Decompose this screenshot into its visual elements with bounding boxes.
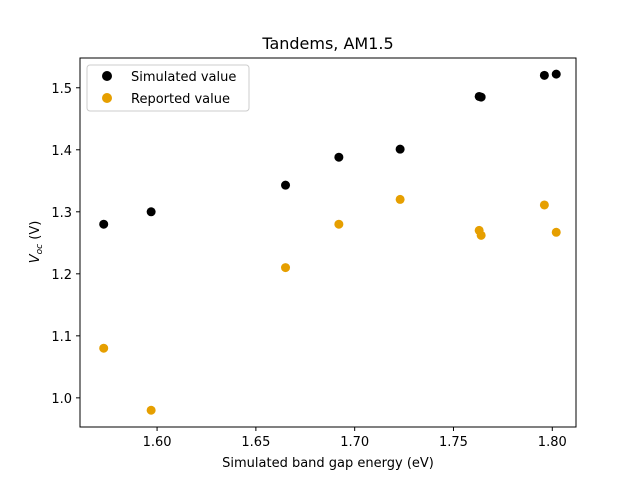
legend-box [86, 64, 250, 112]
plot-area [99, 69, 561, 415]
legend-label-reported: Reported value [131, 92, 230, 107]
y-tick-label: 1.3 [51, 206, 72, 221]
axes-frame [79, 57, 577, 428]
data-point-simulated [146, 207, 156, 217]
data-point-simulated [334, 152, 344, 162]
y-axis-label-main: V [28, 253, 43, 263]
y-axis-label: Voc (V) [28, 221, 45, 264]
legend-label-simulated: Simulated value [131, 70, 236, 85]
data-point-reported [551, 227, 561, 237]
data-point-simulated [551, 69, 561, 79]
data-point-simulated [476, 92, 486, 102]
x-tick-label: 1.80 [538, 435, 567, 450]
chart-title: Tandems, AM1.5 [261, 34, 393, 53]
y-tick-label: 1.2 [51, 268, 72, 283]
data-point-reported [99, 343, 109, 353]
data-point-reported [146, 405, 156, 415]
data-point-reported [334, 219, 344, 229]
x-tick-label: 1.70 [340, 435, 369, 450]
y-tick-label: 1.5 [51, 82, 72, 97]
data-point-simulated [395, 144, 405, 154]
data-point-simulated [99, 219, 109, 229]
legend-marker-reported [102, 93, 112, 103]
data-point-reported [281, 263, 291, 273]
data-point-simulated [539, 70, 549, 80]
series-simulated [99, 69, 561, 229]
legend-marker-simulated [102, 71, 112, 81]
x-tick-label: 1.65 [241, 435, 270, 450]
legend: Simulated value Reported value [86, 64, 250, 112]
data-point-reported [476, 230, 486, 240]
y-axis: 1.0 1.1 1.2 1.3 1.4 1.5 [51, 82, 80, 407]
y-tick-label: 1.4 [51, 144, 72, 159]
x-axis: 1.60 1.65 1.70 1.75 1.80 [143, 427, 567, 450]
y-axis-label-sub: oc [35, 244, 45, 255]
x-tick-label: 1.75 [439, 435, 468, 450]
data-point-reported [539, 200, 549, 210]
x-axis-label: Simulated band gap energy (eV) [222, 456, 434, 471]
data-point-reported [395, 194, 405, 204]
data-point-simulated [281, 180, 291, 190]
y-tick-label: 1.0 [51, 392, 72, 407]
x-tick-label: 1.60 [143, 435, 172, 450]
series-reported [99, 194, 561, 415]
y-tick-label: 1.1 [51, 330, 72, 345]
y-axis-label-unit: (V) [28, 221, 43, 244]
